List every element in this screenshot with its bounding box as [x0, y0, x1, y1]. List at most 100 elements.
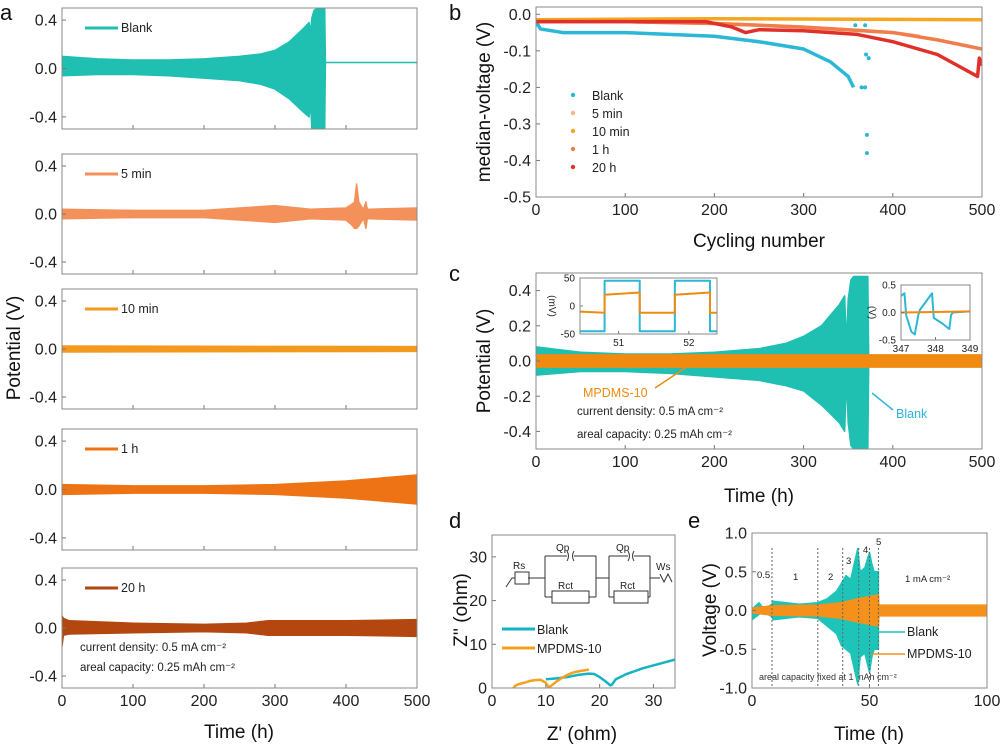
- a5-x-tick-label: 300: [262, 693, 289, 710]
- a3-axes: -0.4 0.0 0.4 10 min: [29, 288, 418, 410]
- a5-x-tick-label: 400: [333, 693, 360, 710]
- d-y-tick-label: 10: [469, 637, 487, 654]
- b-point: [863, 23, 868, 28]
- a5-x-tick-label: 200: [191, 693, 218, 710]
- a1-axes: -0.4 0.0 0.4 Blank: [29, 7, 418, 130]
- e-frame: [751, 532, 988, 689]
- circuit-label: Ws: [656, 562, 670, 573]
- c-x-axis-label: Time (h): [724, 486, 794, 507]
- a1-frame: [61, 7, 418, 130]
- d-equivalent-circuit-diagram: [505, 550, 673, 604]
- a5-frame: [61, 567, 418, 689]
- b-legend-marker: [570, 146, 576, 152]
- c-inset1-axes: -50 0 50 51 52 (mV): [546, 274, 718, 349]
- e-y-tick-label: -1.0: [719, 681, 747, 698]
- c-inset2-y-tick-label: -0.5: [879, 336, 897, 347]
- a2-plot-area: [62, 183, 417, 230]
- b-legend-label: 1 h: [592, 143, 609, 157]
- c-inset-series-MPDMS-10: [580, 291, 717, 314]
- b-y-tick-label: 0.0: [509, 7, 531, 24]
- d-axes: 0 10 20 30 0 10 20 30 Blank MPDMS-10: [469, 534, 676, 710]
- b-series-20-h: [536, 19, 982, 79]
- e-legend-label: Blank: [907, 625, 939, 639]
- e-stage-label: 0.5: [757, 570, 770, 581]
- b-x-tick-label: 200: [701, 202, 728, 219]
- b-y-tick-label: -0.1: [503, 43, 531, 60]
- c-inset2-x-tick-label: 349: [962, 344, 979, 355]
- b-legend-label: Blank: [592, 89, 624, 103]
- a4-y-tick-label: 0.4: [35, 434, 57, 451]
- b-x-axis-label: Cycling number: [693, 231, 826, 252]
- b-point: [864, 151, 869, 156]
- circuit-label: Rct: [620, 581, 635, 592]
- b-point: [866, 56, 871, 61]
- b-series-Blank: [536, 20, 856, 89]
- e-y-tick-label: 0.5: [725, 564, 747, 581]
- d-plot-area: [512, 658, 675, 688]
- b-y-tick-label: -0.2: [503, 80, 531, 97]
- b-legend-label: 20 h: [592, 161, 616, 175]
- b-x-tick-label: 500: [969, 202, 996, 219]
- a2-y-tick-label: 0.0: [35, 207, 57, 224]
- a3-y-tick-label: 0.4: [35, 294, 57, 311]
- a5-plot-area: [62, 615, 417, 647]
- e-y-tick-label: -0.5: [719, 642, 747, 659]
- a4-plot-area: [62, 474, 417, 505]
- circuit-label: Rs: [513, 561, 525, 572]
- c-y-tick-label: 0.0: [509, 354, 531, 371]
- a5-x-tick-label: 500: [404, 693, 431, 710]
- d-legend-label: Blank: [537, 623, 569, 637]
- b-series-10-min: [536, 16, 982, 22]
- e-stage-label: 4: [863, 545, 868, 556]
- c-inset-bg: [580, 278, 717, 334]
- c-inset-y-label: (V): [866, 306, 877, 319]
- b-series-1-h: [536, 19, 982, 51]
- a2-axes: -0.4 0.0 0.4 5 min: [29, 153, 418, 275]
- e-x-tick-label: 0: [748, 693, 757, 710]
- a-legend-label: 10 min: [121, 302, 159, 316]
- a-envelope-1-h: [62, 474, 417, 505]
- c-inset2-x-tick-label: 347: [893, 344, 910, 355]
- c-inset-y-label: (mV): [546, 295, 557, 317]
- c-inset2-y-tick-label: 0.0: [882, 308, 896, 319]
- c-inset1-x-tick-label: 51: [613, 338, 625, 349]
- e-stage-label: 2: [828, 572, 833, 583]
- d-series-Blank: [545, 658, 675, 687]
- c-arrow-mpdms: [654, 357, 701, 389]
- a-legend-label: Blank: [121, 21, 153, 35]
- resistor-rct2: [613, 590, 649, 604]
- b-x-tick-label: 300: [790, 202, 817, 219]
- e-y-tick-label: 0.0: [725, 603, 747, 620]
- a-annotation-current-density: current density: 0.5 mA cm⁻²: [80, 642, 226, 654]
- b-point: [864, 52, 869, 57]
- d-x-axis-label: Z' (ohm): [547, 724, 617, 745]
- c-y-tick-label: -0.2: [503, 389, 531, 406]
- c-x-tick-label: 200: [701, 454, 728, 471]
- c-inset1-y-tick-label: -50: [561, 330, 576, 341]
- c-inset2-frame: [900, 284, 971, 341]
- e-stage-label: 1: [793, 572, 798, 583]
- b-point: [853, 23, 858, 28]
- b-legend-marker: [570, 128, 576, 134]
- e-y-tick-label: 1.0: [725, 526, 747, 543]
- a3-y-tick-label: 0.0: [35, 342, 57, 359]
- e-stage-label: 1 mA cm⁻²: [905, 574, 950, 585]
- c-inset1-y-tick-label: 0: [569, 302, 575, 313]
- b-x-tick-label: 100: [612, 202, 639, 219]
- panel-label-a: a: [0, 0, 13, 25]
- panel-label-c: c: [449, 261, 460, 286]
- c-label-mpdms: MPDMS-10: [583, 386, 648, 400]
- panel-label-d: d: [449, 508, 461, 533]
- c-inset1-frame: [579, 277, 718, 335]
- c-x-tick-label: 500: [969, 454, 996, 471]
- c-inset-series-Blank: [901, 292, 970, 336]
- circuit-label: Rct: [558, 581, 573, 592]
- d-y-axis-label: Z'' (ohm): [451, 573, 472, 647]
- a1-plot-area: [62, 8, 417, 129]
- e-legend-label: MPDMS-10: [907, 647, 972, 661]
- d-y-tick-label: 30: [469, 549, 487, 566]
- c-inset1-y-tick-label: 50: [564, 274, 576, 285]
- c-frame: [535, 272, 983, 450]
- b-plot-area: [536, 16, 982, 156]
